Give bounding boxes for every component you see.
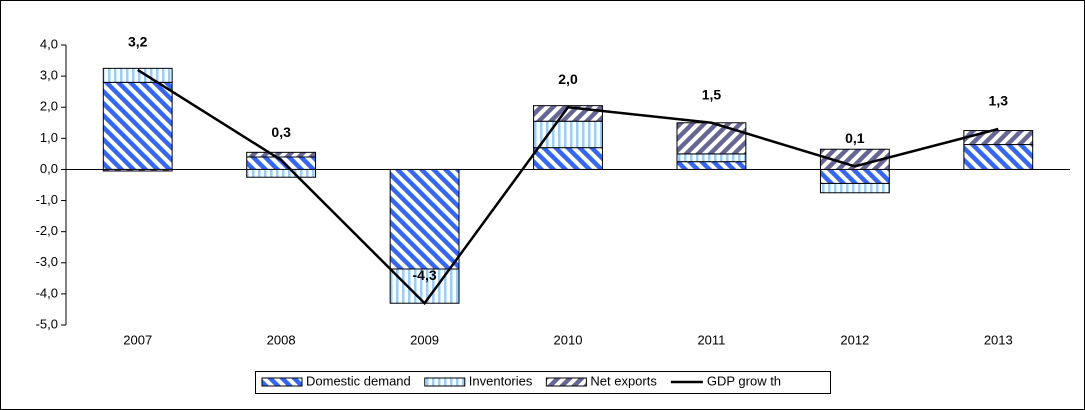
y-tick-label: 3,0 <box>40 68 58 83</box>
bar-segment <box>533 147 603 170</box>
x-tick-label: 2008 <box>267 332 296 347</box>
legend-label: GDP grow th <box>707 373 781 388</box>
value-label: 2,0 <box>558 71 578 87</box>
bar-segment <box>102 67 173 83</box>
value-label: 1,5 <box>702 86 722 102</box>
bar-segment <box>246 168 317 178</box>
y-tick-label: -3,0 <box>36 254 58 269</box>
bar-segment <box>676 161 747 170</box>
y-tick-label: 2,0 <box>40 99 58 114</box>
value-label: 0,1 <box>845 130 865 146</box>
value-label: 0,3 <box>271 124 291 140</box>
bar-segment <box>676 153 747 163</box>
y-tick-label: 1,0 <box>40 130 58 145</box>
y-tick-label: -5,0 <box>36 316 58 331</box>
y-tick-label: -2,0 <box>36 223 58 238</box>
value-label: 3,2 <box>128 34 148 50</box>
legend-label: Domestic demand <box>306 373 411 388</box>
bar-segment <box>819 168 890 184</box>
value-label: 1,3 <box>989 93 1009 109</box>
x-tick-label: 2009 <box>410 332 439 347</box>
x-tick-label: 2013 <box>984 332 1013 347</box>
y-tick-label: 0,0 <box>40 161 58 176</box>
bar-segment <box>676 122 747 155</box>
bar-segment <box>102 168 173 172</box>
x-tick-label: 2007 <box>123 332 152 347</box>
bar-segment <box>102 81 173 170</box>
legend-label: Inventories <box>469 373 533 388</box>
bar-segment <box>533 120 603 149</box>
legend-swatch <box>424 377 466 387</box>
legend-box <box>255 371 831 394</box>
value-label: -4,3 <box>413 267 437 283</box>
bar-segment <box>389 168 460 270</box>
bar-segment <box>819 148 890 170</box>
x-tick-label: 2010 <box>554 332 583 347</box>
bar-segment <box>389 268 460 304</box>
bar-segment <box>246 151 317 158</box>
legend-swatch <box>545 377 587 387</box>
y-tick-label: 4,0 <box>40 36 58 51</box>
x-tick-label: 2012 <box>840 332 869 347</box>
bar-segment <box>963 130 1034 146</box>
bar-segment <box>819 182 890 194</box>
line-series <box>137 68 999 306</box>
legend-swatch <box>261 377 303 387</box>
bar-segment <box>963 144 1034 170</box>
y-tick-label: -4,0 <box>36 285 58 300</box>
y-tick-label: -1,0 <box>36 192 58 207</box>
x-tick-label: 2011 <box>697 332 725 347</box>
legend-label: Net exports <box>590 373 657 388</box>
